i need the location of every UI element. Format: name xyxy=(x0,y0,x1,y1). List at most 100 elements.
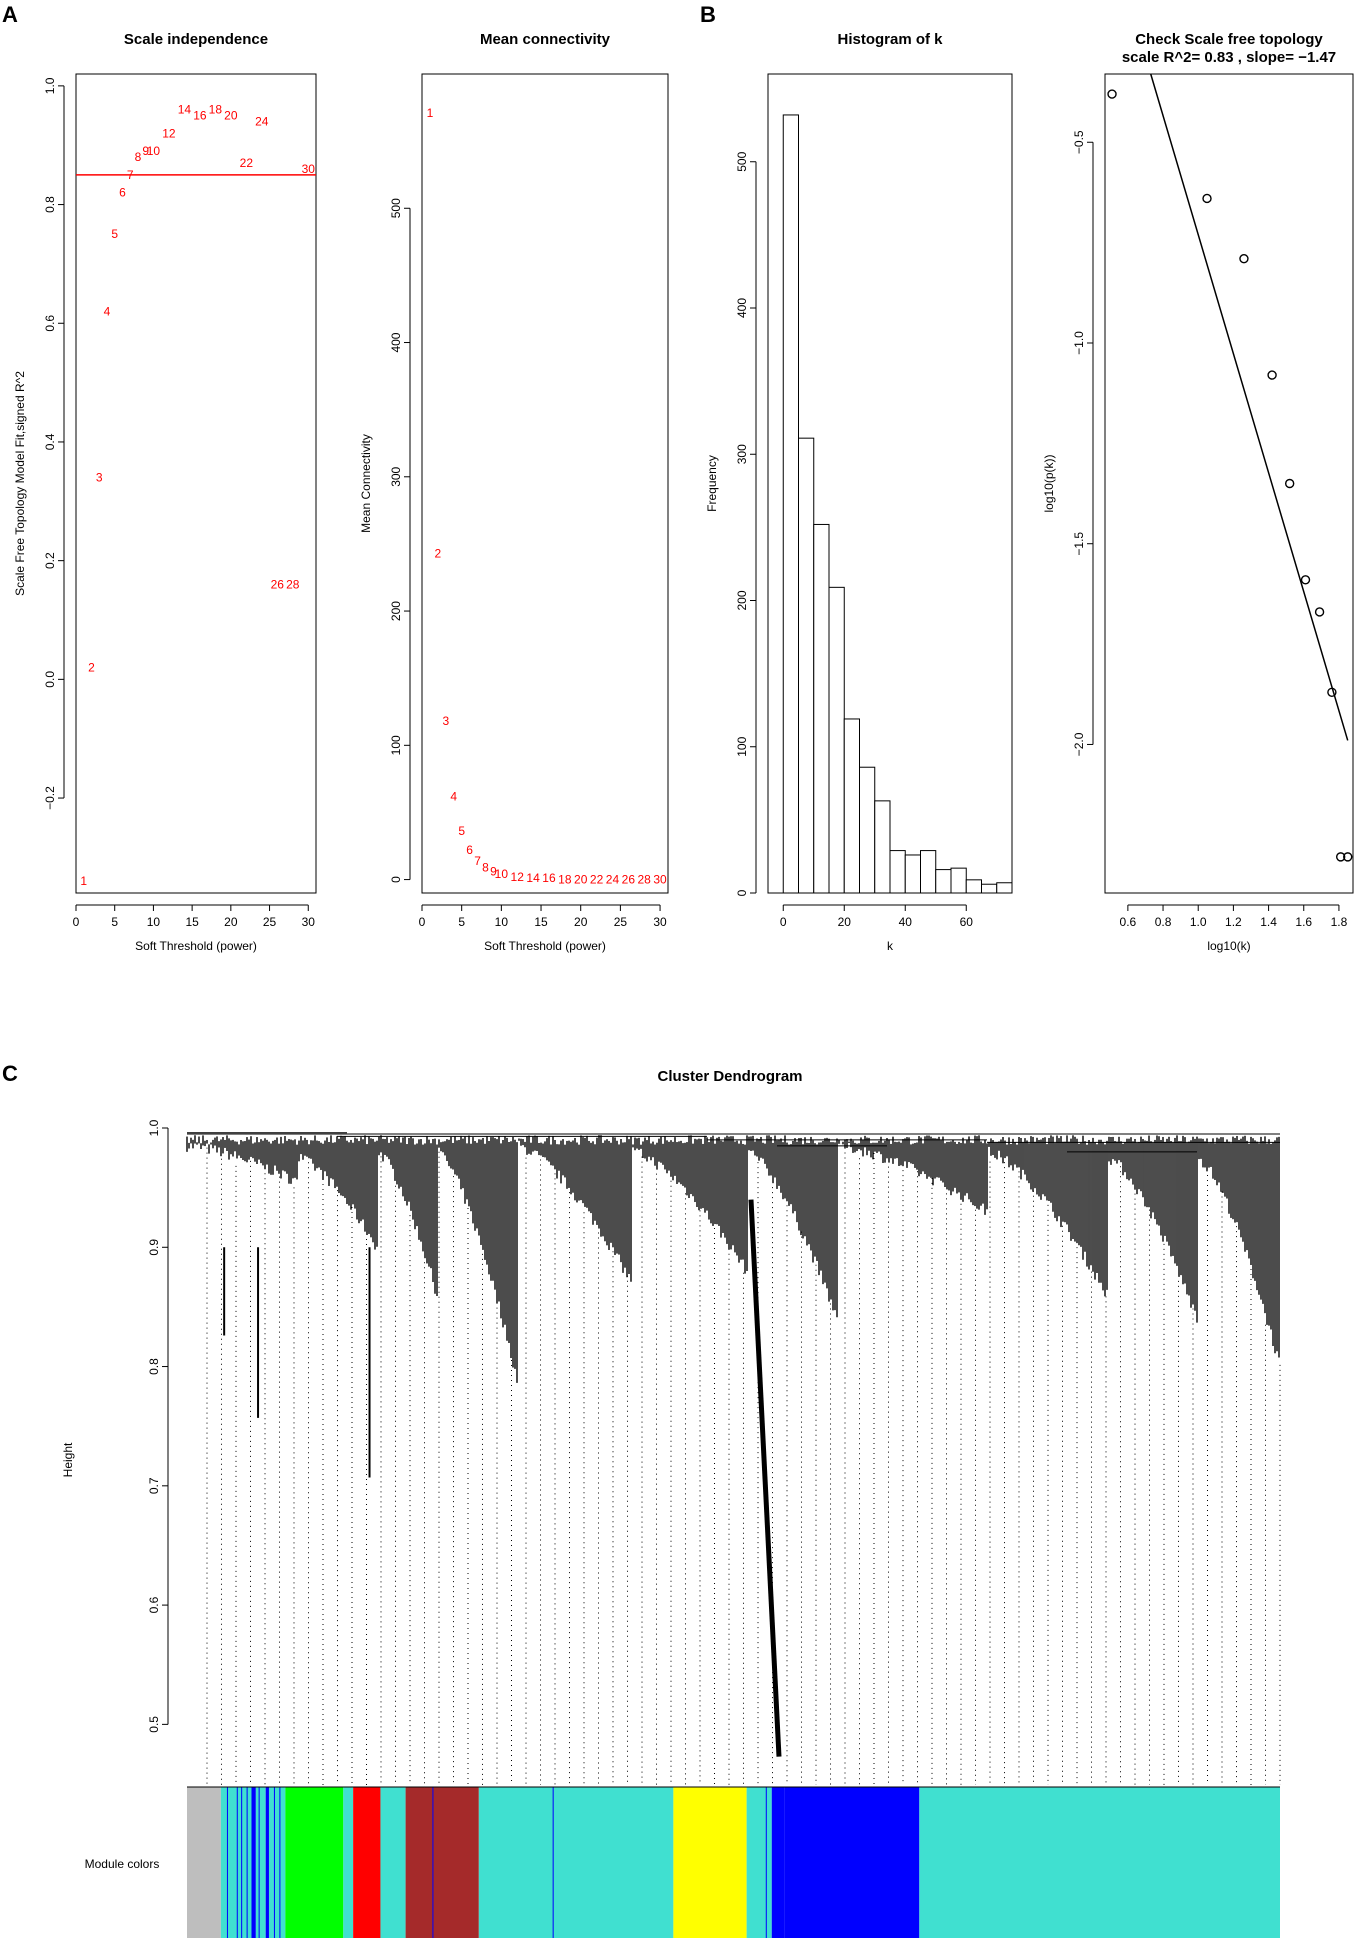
power-point-label: 16 xyxy=(193,109,207,123)
module-color-segment xyxy=(353,1787,381,1938)
power-point-label: 20 xyxy=(224,109,238,123)
y-tick-label: 0.8 xyxy=(147,1358,161,1375)
cluster-dendrogram-chart: Cluster Dendrogram 0.5 0.6 0.7 0.8 0.9 1.0 Heig… xyxy=(61,1068,1281,1938)
x-tick-label: 5 xyxy=(111,915,118,929)
x-tick-label: 60 xyxy=(960,915,974,929)
module-color-segment xyxy=(771,1787,785,1938)
x-tick-label: 0.6 xyxy=(1120,915,1137,929)
data-point xyxy=(1284,478,1295,489)
x-tick-label: 0.8 xyxy=(1155,915,1172,929)
power-point-label: 10 xyxy=(495,867,509,881)
x-tick-label: 20 xyxy=(574,915,588,929)
power-point-label: 4 xyxy=(450,789,457,803)
power-point-label: 20 xyxy=(574,873,588,887)
x-tick-label: 25 xyxy=(614,915,628,929)
power-point-label: 5 xyxy=(458,824,465,838)
histogram-bar xyxy=(920,850,937,894)
module-color-segment xyxy=(285,1787,344,1938)
fit-line xyxy=(1150,73,1349,741)
y-tick-label: 300 xyxy=(735,444,749,464)
power-point-label: 22 xyxy=(590,873,604,887)
panel-label-b: B xyxy=(700,2,716,27)
power-point-label: 24 xyxy=(606,873,620,887)
data-point xyxy=(1327,687,1337,697)
power-point-label: 1 xyxy=(427,106,434,120)
chart-title: Scale independence xyxy=(124,31,268,48)
histogram-bar xyxy=(782,114,799,894)
histogram-bar xyxy=(828,586,845,894)
x-tick-label: 0 xyxy=(780,915,787,929)
plot-frame xyxy=(1104,73,1354,894)
y-tick-label: 0.9 xyxy=(147,1239,161,1256)
data-point xyxy=(1300,575,1311,585)
module-color-segment xyxy=(268,1787,286,1938)
power-point-label: 10 xyxy=(147,144,161,158)
power-point-label: 18 xyxy=(209,103,223,117)
power-point-label: 5 xyxy=(111,227,118,241)
data-point xyxy=(1239,253,1249,264)
y-tick-label: 0.7 xyxy=(147,1477,161,1494)
module-color-segment xyxy=(746,1787,772,1938)
y-tick-label: 500 xyxy=(389,198,403,218)
data-point xyxy=(1343,852,1353,862)
power-point-label: 16 xyxy=(542,871,556,885)
power-point-label: 7 xyxy=(127,168,134,182)
chart-title: Check Scale free topology xyxy=(1135,31,1323,48)
y-tick-label: 0.6 xyxy=(43,315,57,332)
scale-independence-chart: 0 5 10 15 20 25 30−0.20.00.20.40.60.81.0Scale … xyxy=(13,31,317,953)
y-axis-title: Scale Free Topology Model Fit,signed R^2 xyxy=(13,371,27,596)
power-point-label: 8 xyxy=(135,150,142,164)
module-color-segment xyxy=(919,1787,1280,1938)
data-point xyxy=(1335,852,1346,862)
x-tick-label: 1.8 xyxy=(1331,915,1348,929)
module-color-segment xyxy=(187,1787,221,1938)
x-tick-label: 10 xyxy=(495,915,509,929)
chart-title: Mean connectivity xyxy=(480,31,611,48)
y-tick-label: 100 xyxy=(735,736,749,756)
x-axis-title: log10(k) xyxy=(1207,939,1250,953)
power-point-label: 24 xyxy=(255,114,269,128)
module-color-segment xyxy=(380,1787,406,1938)
power-point-label: 30 xyxy=(302,162,316,176)
power-point-label: 6 xyxy=(119,186,126,200)
plot-frame xyxy=(75,73,317,894)
y-tick-label: 200 xyxy=(389,601,403,621)
power-point-label: 18 xyxy=(558,873,572,887)
histogram-bar xyxy=(843,718,860,894)
module-color-segment xyxy=(255,1787,266,1938)
y-tick-label: 1.0 xyxy=(147,1119,161,1136)
power-point-label: 28 xyxy=(638,873,652,887)
y-tick-label: 300 xyxy=(389,466,403,486)
power-point-label: 3 xyxy=(96,471,103,485)
y-tick-label: 400 xyxy=(735,298,749,318)
y-axis-title: Mean Connectivity xyxy=(359,434,373,533)
y-tick-label: −1.0 xyxy=(1072,331,1086,355)
histogram-bar xyxy=(874,800,891,894)
long-branch xyxy=(748,1199,782,1757)
power-point-label: 26 xyxy=(622,873,636,887)
data-point xyxy=(1314,607,1325,617)
power-point-label: 6 xyxy=(466,843,473,857)
y-tick-label: 100 xyxy=(389,735,403,755)
module-color-segment xyxy=(343,1787,354,1938)
histogram-bar xyxy=(813,523,830,894)
power-point-label: 12 xyxy=(511,870,525,884)
data-point xyxy=(1107,89,1117,99)
x-tick-label: 20 xyxy=(838,915,852,929)
scale-free-topology-chart: 0.6 0.8 1.0 1.2 1.4 1.6 1.8 −2.0 −1.5 −1.0 −0.5 Che… xyxy=(1042,31,1354,953)
x-tick-label: 1.4 xyxy=(1260,915,1277,929)
x-tick-label: 5 xyxy=(458,915,465,929)
x-tick-label: 1.0 xyxy=(1190,915,1207,929)
power-point-label: 3 xyxy=(442,714,449,728)
data-point xyxy=(1267,370,1277,380)
module-color-segment xyxy=(220,1787,252,1938)
histogram-bar xyxy=(798,437,815,894)
power-point-label: 14 xyxy=(178,103,192,117)
y-tick-label: −0.2 xyxy=(43,786,57,810)
x-tick-label: 15 xyxy=(185,915,199,929)
x-tick-label: 40 xyxy=(899,915,913,929)
module-color-segment xyxy=(673,1787,747,1938)
panel-label-a: A xyxy=(2,2,18,27)
